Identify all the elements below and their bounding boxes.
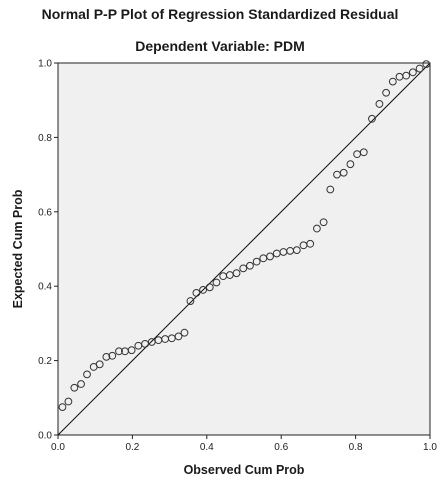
data-point <box>186 297 195 305</box>
data-point <box>408 68 417 77</box>
data-point <box>70 383 79 392</box>
data-point <box>239 264 248 273</box>
data-point <box>212 278 221 287</box>
data-point <box>326 185 335 194</box>
data-point <box>319 218 328 227</box>
data-point <box>232 269 241 278</box>
data-point <box>174 332 183 341</box>
y-tick-label: 0.4 <box>38 282 52 293</box>
data-point <box>368 114 376 123</box>
chart-title: Normal P-P Plot of Regression Standardiz… <box>41 6 399 22</box>
chart-subtitle: Dependent Variable: PDM <box>135 38 305 54</box>
data-point <box>115 347 123 356</box>
data-point <box>388 77 397 86</box>
data-point <box>252 257 261 266</box>
data-point <box>306 239 315 248</box>
x-tick-label: 0.8 <box>349 442 363 453</box>
data-point <box>102 352 111 361</box>
data-point <box>108 351 117 360</box>
data-point <box>339 168 348 177</box>
data-point <box>95 360 104 369</box>
data-point <box>382 88 391 97</box>
data-point <box>402 71 411 80</box>
data-point <box>127 346 136 355</box>
y-tick-label: 0.8 <box>38 133 52 144</box>
y-tick-label: 0.2 <box>38 356 52 367</box>
data-point <box>192 288 201 297</box>
y-tick-label: 0.0 <box>38 431 52 442</box>
y-tick-label: 0.6 <box>38 207 52 218</box>
data-point <box>266 252 274 261</box>
reference-line <box>57 62 431 436</box>
data-point <box>83 370 91 379</box>
data-point <box>199 286 207 294</box>
data-point <box>359 148 368 157</box>
data-point <box>292 246 301 255</box>
data-point <box>205 283 214 292</box>
x-axis-label: Observed Cum Prob <box>184 463 305 477</box>
x-tick-label: 0.0 <box>51 442 65 453</box>
data-point <box>180 328 189 337</box>
x-tick-label: 1.0 <box>423 442 437 453</box>
x-tick-label: 0.6 <box>274 442 288 453</box>
data-point <box>246 261 254 270</box>
data-point <box>375 100 384 108</box>
data-point <box>77 380 85 388</box>
y-tick-label: 1.0 <box>38 59 52 70</box>
data-point <box>346 160 355 169</box>
x-tick-label: 0.2 <box>125 442 139 453</box>
y-axis-label: Expected Cum Prob <box>11 189 25 308</box>
data-point <box>422 60 431 69</box>
x-tick-label: 0.4 <box>200 442 214 453</box>
data-point <box>58 403 67 412</box>
data-point <box>313 224 321 233</box>
data-point <box>64 397 73 406</box>
data-point <box>415 64 424 73</box>
